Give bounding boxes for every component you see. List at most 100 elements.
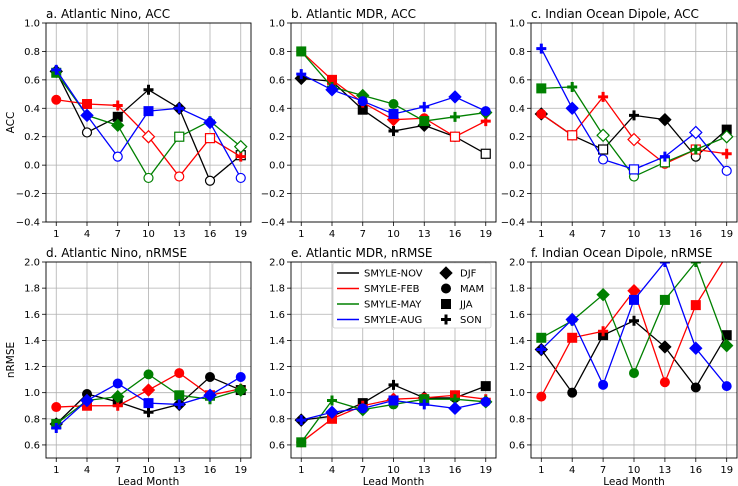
x-tick-label: 13 — [173, 229, 186, 240]
legend-label-smyle-feb: SMYLE-FEB — [364, 284, 420, 295]
data-point-smyle-nov — [143, 84, 154, 95]
data-point-smyle-aug — [721, 165, 732, 176]
data-point-smyle-aug — [448, 401, 462, 416]
y-tick-label: 0.0 — [269, 161, 285, 172]
legend-label-smyle-nov: SMYLE-NOV — [364, 269, 423, 280]
data-point-smyle-aug — [51, 64, 62, 75]
x-tick-label: 13 — [659, 465, 672, 476]
data-point-smyle-aug — [80, 393, 94, 408]
x-tick-label: 16 — [449, 465, 462, 476]
legend-label-smyle-aug: SMYLE-AUG — [364, 315, 422, 326]
data-point-smyle-aug — [203, 115, 217, 130]
y-tick-label: 1.2 — [509, 362, 525, 373]
x-axis-label: Lead Month — [363, 476, 424, 486]
x-tick-label: 7 — [600, 229, 606, 240]
data-point-smyle-aug — [688, 125, 703, 140]
plot-frame — [530, 22, 738, 223]
x-tick-label: 13 — [418, 229, 431, 240]
x-tick-label: 4 — [569, 229, 575, 240]
data-point-smyle-aug — [174, 399, 185, 410]
y-tick-label: 2.0 — [509, 258, 525, 269]
y-tick-label: 0.2 — [509, 132, 525, 143]
data-point-smyle-may — [111, 118, 125, 133]
x-tick-label: 19 — [720, 465, 733, 476]
x-axis-label: Lead Month — [118, 476, 179, 486]
data-point-smyle-nov — [388, 126, 399, 137]
data-point-smyle-aug — [51, 422, 62, 433]
y-axis-label: ACC — [5, 112, 17, 134]
x-tick-label: 4 — [569, 465, 575, 476]
x-tick-label: 10 — [628, 229, 641, 240]
x-tick-label: 13 — [659, 229, 672, 240]
data-point-smyle-aug — [419, 101, 430, 112]
data-point-smyle-aug — [480, 106, 491, 117]
x-tick-label: 19 — [479, 229, 492, 240]
x-tick-label: 19 — [720, 229, 733, 240]
data-point-smyle-feb — [112, 100, 123, 111]
data-point-smyle-may — [111, 389, 125, 404]
x-tick-label: 4 — [84, 229, 90, 240]
data-point-smyle-may — [567, 81, 578, 92]
data-point-smyle-feb — [598, 91, 609, 102]
chart-title: c. Indian Ocean Dipole, ACC — [531, 7, 699, 21]
x-tick-label: 1 — [53, 229, 59, 240]
y-tick-label: 1.0 — [24, 388, 40, 399]
data-point-smyle-feb — [449, 131, 461, 142]
data-point-smyle-feb — [721, 148, 732, 159]
y-tick-label: 1.0 — [509, 19, 525, 30]
data-point-smyle-feb — [141, 129, 156, 144]
x-tick-label: 16 — [689, 465, 702, 476]
data-point-smyle-aug — [448, 90, 462, 104]
legend-label-son: SON — [460, 315, 482, 326]
y-tick-label: 1.0 — [24, 19, 40, 30]
data-point-smyle-aug — [325, 405, 339, 419]
data-point-smyle-aug — [536, 43, 547, 54]
data-point-smyle-may — [719, 338, 734, 353]
y-tick-label: −0.2 — [261, 189, 285, 200]
data-point-smyle-feb — [204, 133, 216, 144]
y-tick-label: 1.2 — [24, 362, 40, 373]
data-point-smyle-may — [536, 83, 547, 94]
data-point-smyle-feb — [722, 250, 732, 260]
data-point-smyle-feb — [690, 300, 701, 311]
data-point-smyle-nov — [597, 144, 609, 155]
y-tick-label: 0.8 — [24, 414, 40, 425]
data-point-smyle-aug — [629, 294, 639, 305]
data-point-smyle-aug — [536, 344, 547, 355]
data-point-smyle-feb — [659, 377, 670, 388]
data-point-smyle-feb — [536, 391, 547, 402]
data-point-smyle-aug — [721, 381, 732, 392]
legend-marker-jja — [441, 299, 451, 309]
x-tick-label: 4 — [329, 229, 335, 240]
plot-frame — [530, 261, 738, 459]
legend-label-smyle-may: SMYLE-MAY — [364, 300, 422, 311]
x-tick-label: 10 — [628, 465, 641, 476]
data-point-smyle-aug — [357, 96, 368, 107]
chart-panel-3: −0.4 −0.2 0.0 0.2 0.4 0.6 0.8 1.0 1 4 7 10 13 16 19 c. … — [501, 7, 738, 240]
data-point-smyle-nov — [658, 112, 672, 127]
x-tick-label: 10 — [387, 465, 400, 476]
y-tick-label: 0.4 — [269, 104, 285, 115]
chart-title: b. Atlantic MDR, ACC — [291, 7, 416, 21]
y-tick-label: 0.2 — [269, 132, 285, 143]
data-point-smyle-may — [388, 99, 399, 110]
x-tick-label: 7 — [600, 465, 606, 476]
chart-panel-4: 0.6 0.8 1.0 1.2 1.4 1.6 1.8 2.0 1 4 7 10 13 16 19 d. At… — [5, 246, 252, 486]
data-point-smyle-aug — [143, 398, 154, 409]
data-point-smyle-nov — [205, 371, 215, 382]
data-point-smyle-may — [596, 128, 610, 143]
y-tick-label: 0.4 — [24, 104, 40, 115]
y-tick-label: −0.4 — [261, 218, 285, 229]
y-tick-label: 1.0 — [269, 388, 285, 399]
chart-title: e. Atlantic MDR, nRMSE — [291, 246, 433, 260]
data-point-smyle-aug — [80, 108, 94, 123]
data-point-smyle-nov — [143, 407, 154, 418]
x-tick-label: 4 — [84, 465, 90, 476]
data-point-smyle-aug — [203, 388, 217, 402]
y-tick-label: 0.6 — [509, 440, 525, 451]
data-point-smyle-aug — [689, 341, 703, 355]
data-point-smyle-aug — [296, 69, 307, 80]
data-point-smyle-feb — [82, 99, 92, 110]
data-point-smyle-may — [296, 46, 307, 57]
